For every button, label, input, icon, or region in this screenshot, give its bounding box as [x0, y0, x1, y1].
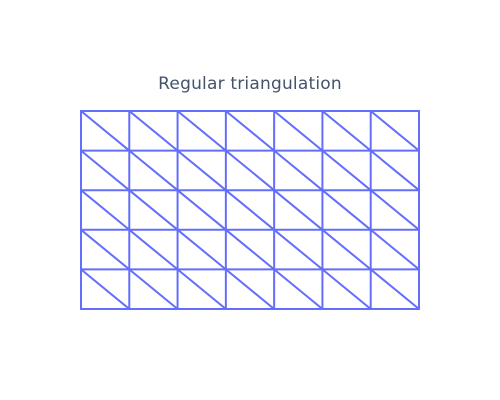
diagonal-edge [273, 149, 324, 192]
diagonal-edge [321, 228, 372, 271]
diagonal-edge [224, 189, 276, 231]
diagonal-edge [321, 110, 372, 152]
diagonal-edge [128, 149, 179, 192]
diagonal-edge [128, 228, 179, 271]
diagonal-edge [224, 149, 276, 192]
diagonal-edge [128, 189, 179, 231]
diagonal-edge [273, 228, 324, 271]
diagonal-edge [273, 189, 324, 231]
triangle-mesh [80, 110, 420, 310]
diagonal-edge [369, 268, 420, 310]
diagonal-edge [369, 149, 420, 192]
diagonal-edge [128, 268, 179, 310]
diagonal-edge [176, 110, 227, 152]
diagonal-edge [176, 228, 227, 271]
diagonal-edge [273, 110, 324, 152]
diagonal-edge [321, 189, 372, 231]
diagonal-edge [80, 189, 131, 231]
plot-title: Regular triangulation [158, 74, 342, 94]
diagonal-edge [80, 110, 131, 152]
diagonal-edge [369, 228, 420, 271]
diagonal-edge [224, 110, 276, 152]
diagonal-edge [273, 268, 324, 310]
diagonal-edge [176, 149, 227, 192]
diagonal-edge [321, 268, 372, 310]
diagonal-edge [369, 110, 420, 152]
diagonal-edge [80, 268, 131, 310]
diagonal-edge [224, 228, 276, 271]
diagonal-edge [80, 149, 131, 192]
diagonal-edge [176, 268, 227, 310]
diagonal-edge [80, 228, 131, 271]
diagonal-edge [128, 110, 179, 152]
diagonal-edge [224, 268, 276, 310]
diagonal-edge [321, 149, 372, 192]
diagonal-edge [369, 189, 420, 231]
diagonal-edge [176, 189, 227, 231]
